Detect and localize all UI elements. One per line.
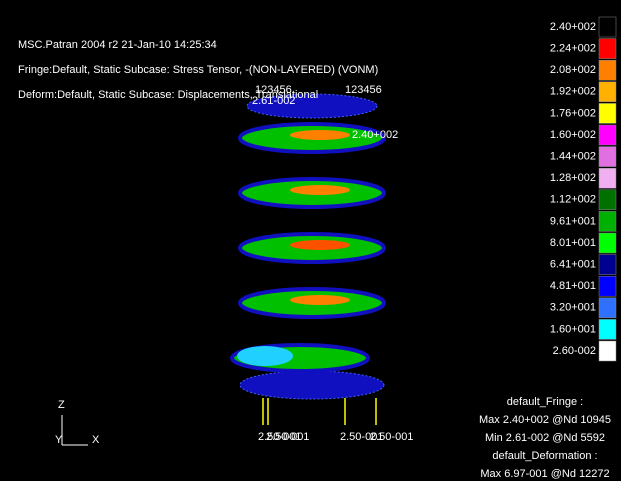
load-label: 2.50-001 — [266, 431, 309, 443]
legend-swatch — [599, 60, 616, 80]
legend-label: 6.41+001 — [550, 259, 596, 271]
legend-swatch — [599, 17, 616, 37]
legend-swatch — [599, 168, 616, 188]
legend-label: 1.76+002 — [550, 107, 596, 119]
load-label: 2.50-001 — [370, 431, 413, 443]
legend-label: 8.01+001 — [550, 237, 596, 249]
legend-label: 1.92+002 — [550, 86, 596, 98]
node-label: 123456 — [345, 84, 382, 96]
footer-line: default_Fringe : — [507, 396, 583, 408]
axis-label: Z — [58, 399, 65, 411]
legend-swatch — [599, 255, 616, 275]
legend-swatch — [599, 190, 616, 210]
patran-viewport: 2.40+002 2.24+002 2.08+002 1.92+002 1.76+002… — [0, 0, 621, 481]
node-label: 2.61-002 — [252, 95, 295, 107]
footer-line: Min 2.61-002 @Nd 5592 — [485, 432, 605, 444]
legend-label: 3.20+001 — [550, 302, 596, 314]
legend-label: 2.24+002 — [550, 43, 596, 55]
legend-label: 9.61+001 — [550, 215, 596, 227]
footer-line: Max 6.97-001 @Nd 12272 — [480, 468, 609, 480]
legend-swatch — [599, 341, 616, 361]
legend-label: 1.60+002 — [550, 129, 596, 141]
axis-label: Y — [55, 434, 63, 446]
legend-label: 1.12+002 — [550, 194, 596, 206]
header-line: MSC.Patran 2004 r2 21-Jan-10 14:25:34 — [18, 39, 217, 51]
axis-label: X — [92, 434, 100, 446]
header-line: Fringe:Default, Static Subcase: Stress T… — [18, 64, 378, 76]
legend-swatch — [599, 82, 616, 102]
legend-label: 1.60+001 — [550, 323, 596, 335]
footer-line: Max 2.40+002 @Nd 10945 — [479, 414, 611, 426]
legend-swatch — [599, 125, 616, 145]
legend-label: 4.81+001 — [550, 280, 596, 292]
legend-swatch — [599, 233, 616, 253]
legend-label: 2.08+002 — [550, 64, 596, 76]
legend-label: 1.28+002 — [550, 172, 596, 184]
legend-swatch — [599, 103, 616, 123]
legend-swatch — [599, 319, 616, 339]
legend-swatch — [599, 211, 616, 231]
legend-label: 2.60-002 — [553, 345, 596, 357]
footer-line: default_Deformation : — [492, 450, 597, 462]
legend-swatch — [599, 147, 616, 167]
legend-label: 2.40+002 — [550, 21, 596, 33]
legend-swatch — [599, 39, 616, 59]
node-label: 2.40+002 — [352, 129, 398, 141]
page: 2.40+002 2.24+002 2.08+002 1.92+002 1.76+002… — [0, 0, 621, 486]
legend-swatch — [599, 276, 616, 296]
legend-swatch — [599, 298, 616, 318]
legend-label: 1.44+002 — [550, 151, 596, 163]
